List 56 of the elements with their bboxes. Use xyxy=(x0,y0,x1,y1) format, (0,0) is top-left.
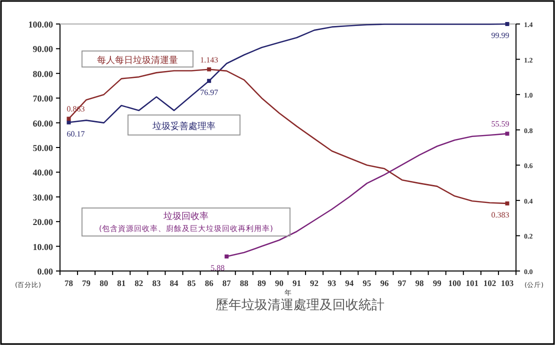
data-label: 1.143 xyxy=(200,55,218,64)
x-tick-label: 101 xyxy=(466,278,479,288)
point xyxy=(505,201,510,206)
x-tick-label: 97 xyxy=(398,278,407,288)
y-tick-label: 60.00 xyxy=(32,118,54,128)
x-tick-label: 82 xyxy=(134,278,144,288)
y-tick-label: 70.00 xyxy=(32,94,54,104)
x-tick-label: 87 xyxy=(222,278,232,288)
y-tick-label: 40.00 xyxy=(32,168,54,178)
x-tick-label: 103 xyxy=(500,278,514,288)
x-tick-label: 96 xyxy=(380,278,389,288)
x-tick-label: 88 xyxy=(240,278,248,288)
data-label: 76.97 xyxy=(200,88,218,97)
series-label: 每人每日垃圾清運量 xyxy=(97,55,178,66)
y-tick-label: 10.00 xyxy=(32,242,54,252)
x-tick-label: 79 xyxy=(82,278,91,288)
x-tick-label: 81 xyxy=(117,278,126,288)
x-tick-label: 91 xyxy=(292,278,302,288)
x-tick-label: 98 xyxy=(415,278,424,288)
point xyxy=(207,78,212,83)
x-tick-label: 89 xyxy=(257,278,266,288)
x-tick-label: 95 xyxy=(362,278,372,288)
x-tick-label: 86 xyxy=(204,278,214,288)
y-tick-label: 0.00 xyxy=(37,266,54,276)
point xyxy=(207,67,212,72)
x-tick-label: 92 xyxy=(310,278,319,288)
point xyxy=(505,132,510,136)
text: 垃圾回收率 xyxy=(162,211,208,222)
x-tick-label: 94 xyxy=(345,278,354,288)
x-tick-label: 93 xyxy=(328,278,336,288)
y-tick-label: 90.00 xyxy=(32,44,54,54)
y-tick-label: 30.00 xyxy=(32,192,54,202)
y-tick-label: 100.00 xyxy=(28,20,54,30)
point xyxy=(224,254,229,258)
data-label: 55.59 xyxy=(491,120,510,129)
text: 歷年垃圾清運處理及回收統計 xyxy=(216,298,384,313)
x-tick-label: 78 xyxy=(64,278,74,288)
y-tick-label: 20.00 xyxy=(32,217,54,228)
x-tick-label: 80 xyxy=(100,278,108,288)
y-tick-label: 80.00 xyxy=(32,68,54,79)
point xyxy=(505,22,510,26)
data-label: 99.99 xyxy=(491,31,510,40)
x-tick-label: 100 xyxy=(448,278,461,288)
x-tick-label: 85 xyxy=(187,278,196,288)
x-tick-label: 83 xyxy=(152,278,161,288)
x-tick-label: 99 xyxy=(432,278,442,288)
x-tick-label: 90 xyxy=(274,278,284,288)
y-tick-label: 50.00 xyxy=(32,143,54,153)
data-label: 60.17 xyxy=(66,129,85,138)
data-label: 0.383 xyxy=(491,210,510,220)
x-tick-label: 84 xyxy=(170,278,179,288)
point xyxy=(66,120,71,124)
x-tick-label: 102 xyxy=(483,278,496,288)
series-label: 垃圾妥善處理率 xyxy=(152,121,216,132)
data-label: 5.88 xyxy=(210,263,225,272)
point xyxy=(66,116,71,121)
